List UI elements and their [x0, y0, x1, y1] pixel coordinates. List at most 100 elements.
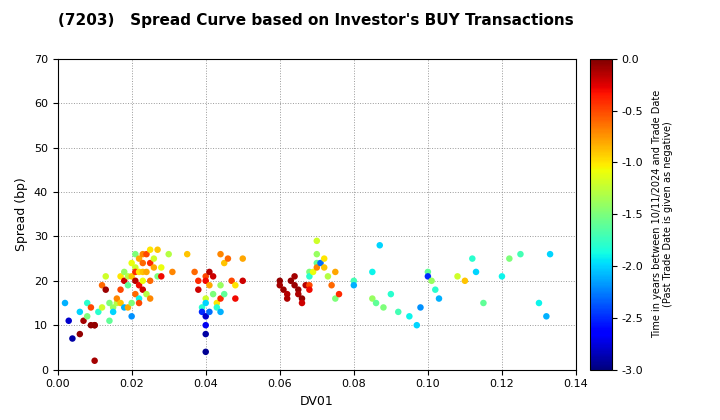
Point	[104, 318, 115, 324]
Point	[200, 299, 212, 306]
Point	[315, 260, 326, 266]
Point	[226, 278, 238, 284]
Point	[152, 247, 163, 253]
Point	[130, 278, 141, 284]
Point	[130, 264, 141, 271]
Point	[392, 309, 404, 315]
Point	[114, 273, 126, 280]
Point	[156, 273, 167, 280]
Point	[137, 268, 148, 275]
Text: (7203)   Spread Curve based on Investor's BUY Transactions: (7203) Spread Curve based on Investor's …	[58, 13, 573, 28]
Point	[204, 282, 215, 289]
Point	[145, 278, 156, 284]
Point	[330, 268, 341, 275]
Point	[96, 304, 108, 311]
Point	[126, 260, 138, 266]
Point	[215, 309, 226, 315]
Point	[122, 282, 134, 289]
Point	[374, 242, 385, 249]
Point	[282, 291, 293, 297]
Point	[318, 255, 330, 262]
Point	[140, 291, 152, 297]
Point	[163, 251, 174, 257]
Point	[348, 278, 359, 284]
Point	[114, 299, 126, 306]
Point	[237, 278, 248, 284]
Point	[156, 264, 167, 271]
Point	[211, 299, 222, 306]
Point	[459, 278, 471, 284]
Point	[200, 313, 212, 320]
Point	[200, 295, 212, 302]
Point	[426, 278, 437, 284]
Point	[378, 304, 390, 311]
Y-axis label: Time in years between 10/11/2024 and Trade Date
(Past Trade Date is given as neg: Time in years between 10/11/2024 and Tra…	[652, 90, 673, 339]
Point	[81, 313, 93, 320]
Point	[211, 304, 222, 311]
Point	[230, 295, 241, 302]
Point	[292, 286, 304, 293]
Point	[130, 291, 141, 297]
Point	[85, 322, 96, 328]
Point	[89, 322, 100, 328]
Point	[181, 251, 193, 257]
Point	[289, 273, 300, 280]
Point	[119, 268, 130, 275]
Point	[300, 282, 312, 289]
Point	[311, 237, 323, 244]
Point	[200, 322, 212, 328]
Point	[119, 278, 130, 284]
Point	[296, 295, 307, 302]
Point	[311, 260, 323, 266]
Point	[59, 299, 71, 306]
Point	[133, 299, 145, 306]
Point	[218, 260, 230, 266]
Point	[111, 299, 122, 306]
Point	[145, 260, 156, 266]
Point	[304, 273, 315, 280]
Point	[63, 318, 74, 324]
Point	[100, 286, 112, 293]
Point	[192, 278, 204, 284]
Point	[289, 282, 300, 289]
Point	[292, 291, 304, 297]
Point	[222, 255, 234, 262]
Point	[430, 286, 441, 293]
Point	[544, 251, 556, 257]
Point	[148, 255, 160, 262]
Point	[130, 251, 141, 257]
Point	[89, 357, 100, 364]
Point	[366, 268, 378, 275]
Point	[140, 251, 152, 257]
Point	[137, 260, 148, 266]
Point	[96, 282, 108, 289]
Point	[282, 295, 293, 302]
Point	[370, 299, 382, 306]
Point	[137, 286, 148, 293]
Point	[200, 278, 212, 284]
Point	[496, 273, 508, 280]
Point	[152, 273, 163, 280]
Point	[278, 286, 289, 293]
Point	[385, 291, 397, 297]
Point	[89, 322, 100, 328]
Point	[126, 313, 138, 320]
Point	[503, 255, 515, 262]
Point	[515, 251, 526, 257]
Point	[107, 309, 119, 315]
Point	[411, 322, 423, 328]
Point	[197, 304, 208, 311]
Point	[126, 299, 138, 306]
Point	[114, 286, 126, 293]
Point	[192, 286, 204, 293]
Point	[467, 255, 478, 262]
Point	[74, 309, 86, 315]
Point	[166, 268, 178, 275]
Point	[107, 304, 119, 311]
Point	[111, 295, 122, 302]
Point	[67, 335, 78, 342]
Point	[137, 278, 148, 284]
Point	[422, 268, 433, 275]
Point	[200, 349, 212, 355]
Point	[322, 273, 333, 280]
